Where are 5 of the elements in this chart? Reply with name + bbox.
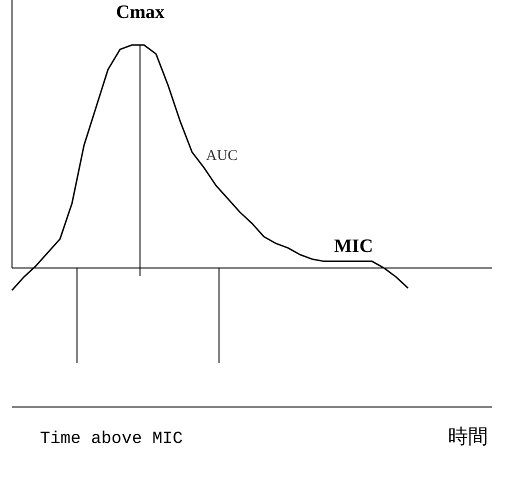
text: 時間 bbox=[448, 426, 488, 448]
annotation: AUC bbox=[206, 148, 238, 164]
annotation: MIC bbox=[334, 236, 374, 257]
text: Cmax bbox=[116, 2, 166, 23]
text: Time above MIC bbox=[40, 430, 183, 449]
